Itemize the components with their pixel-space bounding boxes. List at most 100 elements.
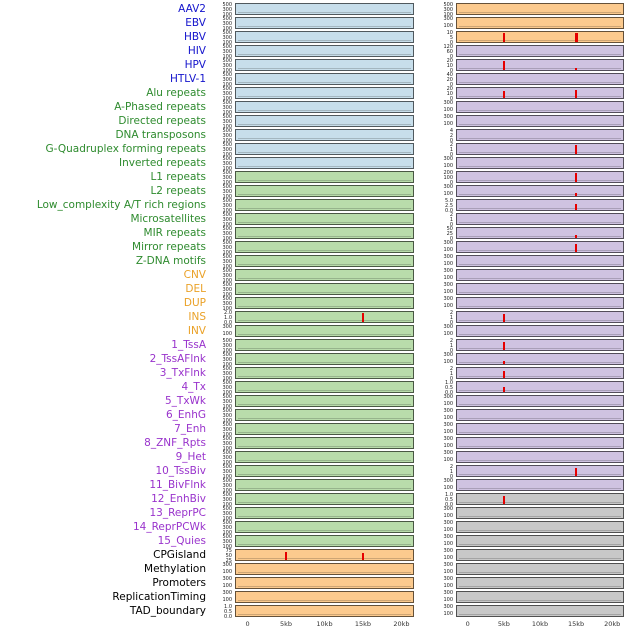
track-panel-right <box>456 241 624 253</box>
y-tick-label: 500 <box>222 282 232 288</box>
signal-baseline <box>238 348 411 349</box>
y-axis-ticks-right: 300 100 <box>414 240 456 254</box>
y-tick-label: 1 <box>449 469 453 475</box>
signal-spike <box>574 235 577 238</box>
y-tick-label: 500 <box>222 198 232 204</box>
track-panel-left <box>235 591 414 603</box>
y-tick-label: 300 <box>222 455 232 461</box>
track-panel-left <box>235 521 414 533</box>
y-tick-label: 300 <box>443 394 453 400</box>
signal-spike <box>574 192 577 196</box>
signal-baseline <box>238 600 411 601</box>
y-tick-label: 0 <box>449 68 453 74</box>
y-tick-label: 300 <box>222 385 232 391</box>
y-axis-ticks-left: 75 50 25 <box>206 548 235 564</box>
track-panel-right <box>456 269 624 281</box>
signal-baseline <box>459 376 621 377</box>
track-row: 4_Tx 500 300 100 1.0 0.5 0.0 <box>0 380 630 396</box>
y-tick-label: 100 <box>222 474 232 480</box>
track-label: HBV <box>184 31 206 43</box>
y-axis-ticks-right: 300 100 <box>414 324 456 338</box>
track-panel-right <box>456 283 624 295</box>
y-tick-label: 0.0 <box>445 502 453 508</box>
y-tick-label: 100 <box>222 362 232 368</box>
y-tick-label: 0 <box>449 222 453 228</box>
track-row: HBV 500 300 100 10 5 0 <box>0 30 630 46</box>
y-tick-label: 300 <box>222 119 232 125</box>
y-axis-ticks-left: 500 300 100 <box>206 30 235 46</box>
track-row: HIV 500 300 100 120 60 0 <box>0 44 630 60</box>
y-tick-label: 25 <box>446 231 453 237</box>
y-tick-label: 500 <box>222 338 232 344</box>
y-tick-label: 500 <box>222 170 232 176</box>
signal-baseline <box>238 68 411 69</box>
y-tick-label: 100 <box>222 40 232 46</box>
track-panel-left <box>235 269 414 281</box>
track-row: AAV2 500 300 100 500 300 100 <box>0 2 630 18</box>
y-axis-ticks-right: 40 20 0 <box>414 72 456 88</box>
signal-baseline <box>459 96 621 97</box>
signal-baseline <box>238 362 411 363</box>
signal-spike <box>361 552 364 560</box>
y-axis-ticks-left: 500 300 100 <box>206 436 235 452</box>
signal-spike <box>285 552 288 560</box>
signal-baseline <box>459 516 621 517</box>
y-tick-label: 100 <box>443 611 453 617</box>
y-tick-label: 0 <box>449 320 453 326</box>
y-axis-ticks-left: 500 300 100 <box>206 226 235 242</box>
y-tick-label: 10 <box>446 91 453 97</box>
y-tick-label: 300 <box>222 590 232 596</box>
y-tick-label: 1 <box>449 315 453 321</box>
y-tick-label: 300 <box>443 450 453 456</box>
signal-baseline <box>238 404 411 405</box>
y-axis-ticks-right: 500 300 100 <box>414 2 456 18</box>
y-tick-label: 20 <box>446 86 453 92</box>
y-tick-label: 100 <box>443 289 453 295</box>
signal-baseline <box>459 362 621 363</box>
signal-baseline <box>238 460 411 461</box>
y-tick-label: 0 <box>449 40 453 46</box>
y-axis-ticks-right: 300 100 <box>414 604 456 618</box>
y-axis-ticks-left: 500 300 100 <box>206 156 235 172</box>
track-label: 7_Enh <box>174 423 206 435</box>
signal-baseline <box>459 390 621 391</box>
track-label: Low_complexity A/T rich regions <box>36 199 206 211</box>
track-panel-left <box>235 101 414 113</box>
y-axis-ticks-right: 300 100 <box>414 478 456 492</box>
signal-baseline <box>238 222 411 223</box>
track-label: 3_TxFlnk <box>159 367 206 379</box>
signal-spike <box>503 361 506 364</box>
signal-baseline <box>238 110 411 111</box>
y-axis-ticks-right: 300 100 <box>414 506 456 520</box>
y-tick-label: 0 <box>449 152 453 158</box>
signal-baseline <box>459 334 621 335</box>
y-tick-label: 1.0 <box>224 315 232 321</box>
signal-baseline <box>459 446 621 447</box>
y-tick-label: 300 <box>222 161 232 167</box>
signal-baseline <box>459 530 621 531</box>
y-tick-label: 300 <box>222 343 232 349</box>
signal-baseline <box>459 614 621 615</box>
y-axis-ticks-right: 300 100 <box>414 282 456 296</box>
track-panel-right <box>456 563 624 575</box>
track-panel-right <box>456 101 624 113</box>
track-panel-right <box>456 213 624 225</box>
track-row: 11_BivFlnk 500 300 100 300 100 <box>0 478 630 494</box>
y-tick-label: 20 <box>446 77 453 83</box>
y-axis-ticks-left: 500 300 100 <box>206 198 235 214</box>
signal-baseline <box>238 432 411 433</box>
y-tick-label: 300 <box>222 35 232 41</box>
y-tick-label: 100 <box>443 359 453 365</box>
y-tick-label: 500 <box>222 408 232 414</box>
y-tick-label: 0 <box>449 82 453 88</box>
y-tick-label: 100 <box>443 401 453 407</box>
track-label: 9_Het <box>175 451 206 463</box>
y-tick-label: 300 <box>222 273 232 279</box>
y-tick-label: 300 <box>222 231 232 237</box>
y-tick-label: 300 <box>222 259 232 265</box>
track-label: Methylation <box>144 563 206 575</box>
track-panel-left <box>235 115 414 127</box>
track-panel-right <box>456 409 624 421</box>
y-axis-ticks-left: 500 300 100 <box>206 240 235 256</box>
